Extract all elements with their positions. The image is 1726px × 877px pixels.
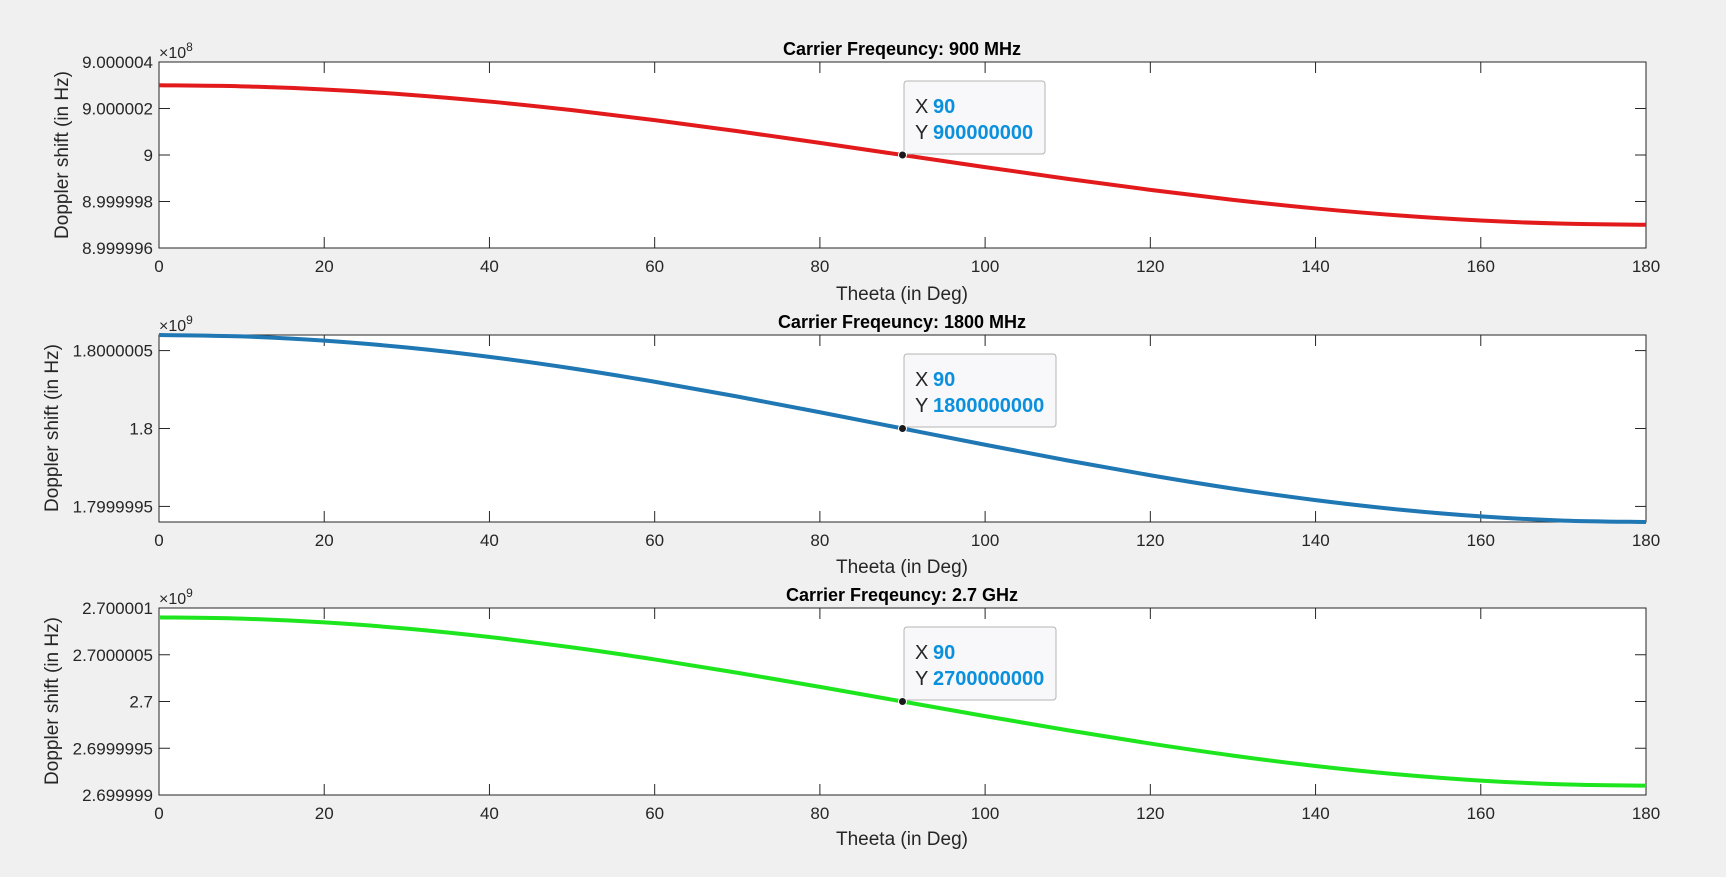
datatip-x-value: 90 bbox=[933, 96, 955, 118]
x-tick-label: 0 bbox=[154, 257, 163, 276]
chart-title: Carrier Freqeuncy: 1800 MHz bbox=[778, 312, 1026, 332]
datatip[interactable]: X 90 Y 2700000000 bbox=[898, 626, 1057, 706]
x-tick-label: 160 bbox=[1467, 257, 1495, 276]
datatip-x-value: 90 bbox=[933, 642, 955, 664]
x-tick-label: 60 bbox=[645, 804, 664, 823]
datatip-y-key: Y bbox=[915, 395, 928, 417]
x-tick-label: 120 bbox=[1136, 257, 1164, 276]
x-axis-label: Theeta (in Deg) bbox=[836, 829, 968, 850]
x-tick-label: 120 bbox=[1136, 804, 1164, 823]
x-tick-label: 40 bbox=[480, 257, 499, 276]
y-exponent-label: ×108 bbox=[159, 40, 193, 62]
x-axis-label: Theeta (in Deg) bbox=[836, 284, 968, 305]
x-tick-label: 20 bbox=[315, 804, 334, 823]
x-tick-label: 140 bbox=[1301, 257, 1329, 276]
x-tick-label: 20 bbox=[315, 531, 334, 550]
subplot-1800mhz: 0 20 40 60 80 100 120 140 160 180 1.7999995 1.8 1.8… bbox=[42, 312, 1660, 578]
y-tick-label: 9.000004 bbox=[82, 53, 153, 72]
x-tick-label: 100 bbox=[971, 531, 999, 550]
datatip-y-value: 1800000000 bbox=[933, 395, 1044, 417]
y-tick-label: 8.999998 bbox=[82, 193, 153, 212]
y-tick-label: 1.8000005 bbox=[73, 342, 153, 361]
x-tick-label: 140 bbox=[1301, 804, 1329, 823]
x-tick-label: 40 bbox=[480, 804, 499, 823]
x-tick-label: 100 bbox=[971, 804, 999, 823]
y-tick-label: 2.699999 bbox=[82, 786, 153, 805]
y-tick-label: 2.6999995 bbox=[73, 739, 153, 758]
datatip-x-key: X bbox=[915, 642, 928, 664]
datatip-x-key: X bbox=[915, 96, 928, 118]
y-axis-label: Doppler shift (in Hz) bbox=[52, 71, 73, 239]
x-tick-label: 120 bbox=[1136, 531, 1164, 550]
x-ticks: 0 20 40 60 80 100 120 140 160 180 bbox=[154, 608, 1660, 823]
datatip-box bbox=[903, 80, 1046, 155]
x-tick-label: 140 bbox=[1301, 531, 1329, 550]
x-tick-label: 100 bbox=[971, 257, 999, 276]
datatip-x-key: X bbox=[915, 369, 928, 391]
x-tick-label: 40 bbox=[480, 531, 499, 550]
x-tick-label: 80 bbox=[810, 804, 829, 823]
datatip-x-value: 90 bbox=[933, 369, 955, 391]
y-ticks: 2.699999 2.6999995 2.7 2.7000005 2.700001 bbox=[73, 599, 1646, 805]
x-axis-label: Theeta (in Deg) bbox=[836, 557, 968, 578]
subplot-2-7ghz: 0 20 40 60 80 100 120 140 160 180 2.6999992.69999… bbox=[42, 585, 1660, 850]
x-tick-label: 0 bbox=[154, 531, 163, 550]
y-ticks: 1.7999995 1.8 1.8000005 bbox=[73, 342, 1646, 516]
datatip[interactable]: X 90 Y 900000000 bbox=[898, 80, 1046, 160]
x-tick-label: 0 bbox=[154, 804, 163, 823]
datatip[interactable]: X 90 Y 1800000000 bbox=[898, 353, 1057, 433]
datatip-box bbox=[903, 353, 1057, 428]
y-tick-label: 9 bbox=[144, 146, 153, 165]
x-tick-label: 20 bbox=[315, 257, 334, 276]
y-tick-label: 1.8 bbox=[129, 420, 153, 439]
chart-title: Carrier Freqeuncy: 2.7 GHz bbox=[786, 585, 1018, 605]
y-tick-label: 2.700001 bbox=[82, 599, 153, 618]
x-tick-label: 180 bbox=[1632, 531, 1660, 550]
x-ticks: 0 20 40 60 80 100 120 140 160 180 bbox=[154, 62, 1660, 276]
chart-title: Carrier Freqeuncy: 900 MHz bbox=[783, 39, 1021, 59]
datatip-y-value: 2700000000 bbox=[933, 668, 1044, 690]
datatip-marker bbox=[898, 150, 907, 160]
x-ticks: 0 20 40 60 80 100 120 140 160 180 bbox=[154, 335, 1660, 550]
x-tick-label: 60 bbox=[645, 531, 664, 550]
x-tick-label: 80 bbox=[810, 531, 829, 550]
y-axis-label: Doppler shift (in Hz) bbox=[42, 617, 63, 785]
y-tick-label: 1.7999995 bbox=[73, 497, 153, 516]
datatip-marker bbox=[898, 424, 907, 433]
x-tick-label: 160 bbox=[1467, 804, 1495, 823]
x-tick-label: 180 bbox=[1632, 257, 1660, 276]
y-tick-label: 9.000002 bbox=[82, 100, 153, 119]
x-tick-label: 80 bbox=[810, 257, 829, 276]
x-tick-label: 180 bbox=[1632, 804, 1660, 823]
datatip-y-key: Y bbox=[915, 668, 928, 690]
x-tick-label: 60 bbox=[645, 257, 664, 276]
y-tick-label: 8.999996 bbox=[82, 239, 153, 258]
y-tick-label: 2.7 bbox=[129, 693, 153, 712]
subplot-900mhz: 0 20 40 60 80 100 120 140 160 180 8.9999968.99999… bbox=[52, 39, 1660, 305]
datatip-y-value: 900000000 bbox=[933, 122, 1033, 144]
x-tick-label: 160 bbox=[1467, 531, 1495, 550]
y-ticks: 8.999996 8.999998 9 9.000002 9.000004 bbox=[82, 53, 1646, 258]
datatip-marker bbox=[898, 697, 907, 706]
y-exponent-label: ×109 bbox=[159, 313, 193, 335]
datatip-y-key: Y bbox=[915, 122, 928, 144]
y-exponent-label: ×109 bbox=[159, 586, 193, 608]
y-tick-label: 2.7000005 bbox=[73, 646, 153, 665]
datatip-box bbox=[903, 626, 1057, 701]
y-axis-label: Doppler shift (in Hz) bbox=[42, 344, 63, 512]
